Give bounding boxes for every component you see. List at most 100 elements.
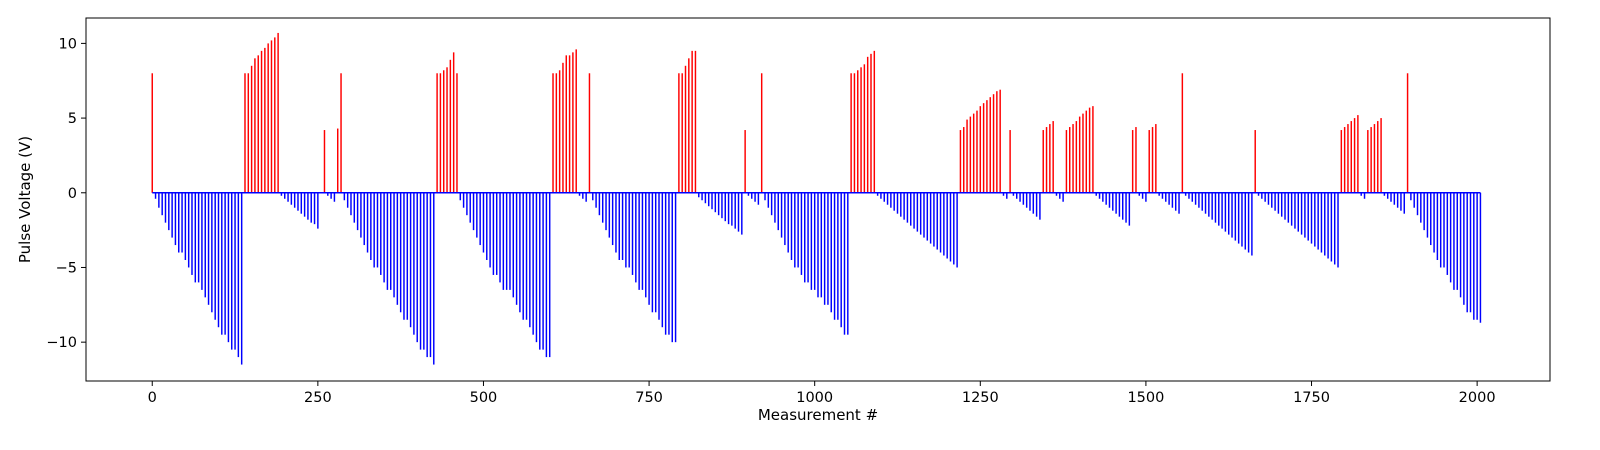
bar-377	[1403, 192, 1405, 214]
bar-324	[1227, 192, 1230, 235]
bar-344	[1294, 192, 1296, 229]
bar-169	[714, 192, 717, 213]
bar-339	[1277, 192, 1280, 214]
bar-144	[631, 192, 634, 275]
bar-203	[827, 192, 829, 305]
bar-134	[598, 192, 601, 216]
plot-area: 0 250 500 750 1000 1250 1500 1750 2000 −10 −5 0 5 10	[46, 17, 1551, 406]
bar-333	[1257, 192, 1260, 196]
bar-305	[1165, 192, 1167, 202]
bar-317	[1204, 192, 1207, 214]
bar-117	[542, 192, 544, 350]
bar-346	[1300, 192, 1303, 235]
bar-145	[635, 192, 637, 283]
bar-180	[751, 192, 753, 199]
bar-337	[1271, 192, 1273, 208]
bar-193	[794, 192, 796, 268]
bar-196	[804, 192, 806, 283]
bar-392	[1453, 192, 1455, 290]
bar-167	[707, 192, 710, 207]
bar-360	[1347, 124, 1349, 193]
bar-387	[1436, 192, 1439, 260]
bar-4	[164, 192, 167, 223]
bar-89	[449, 59, 452, 193]
bar-157	[674, 192, 677, 343]
bar-212	[857, 70, 859, 193]
bar-383	[1423, 192, 1425, 231]
bar-146	[638, 192, 640, 290]
bar-234	[929, 192, 932, 244]
bar-388	[1439, 192, 1442, 268]
bar-135	[601, 192, 604, 223]
bar-253	[992, 94, 995, 193]
bar-141	[621, 192, 624, 260]
y-tick-label-0: −10	[46, 335, 77, 351]
bar-396	[1466, 192, 1468, 313]
bar-104	[499, 192, 501, 283]
bar-357	[1337, 192, 1339, 268]
bar-92	[459, 192, 462, 201]
bar-341	[1284, 192, 1286, 220]
y-axis-label: Pulse Voltage (V)	[16, 136, 34, 263]
bar-8	[178, 192, 180, 253]
bar-38	[277, 32, 279, 193]
bar-349	[1310, 192, 1313, 244]
bar-168	[711, 192, 713, 210]
bar-347	[1304, 192, 1306, 238]
bar-63	[363, 192, 365, 246]
bar-301	[1151, 127, 1154, 193]
bar-271	[1052, 121, 1054, 193]
bar-259	[1012, 192, 1015, 196]
bar-288	[1108, 192, 1111, 208]
bar-155	[668, 192, 670, 335]
bar-325	[1231, 192, 1233, 238]
bar-97	[476, 192, 478, 238]
bar-28	[244, 73, 246, 193]
y-tick-label-3: 5	[68, 111, 77, 127]
bar-365	[1363, 192, 1366, 199]
bar-354	[1327, 192, 1329, 259]
bar-370	[1380, 118, 1382, 193]
bar-285	[1098, 192, 1101, 199]
bar-278	[1075, 121, 1078, 193]
bar-175	[734, 192, 736, 229]
bar-355	[1330, 192, 1333, 262]
bar-1	[154, 192, 157, 199]
bar-250	[982, 103, 985, 193]
bar-201	[820, 192, 823, 298]
bar-143	[628, 192, 630, 268]
bar-67	[376, 192, 379, 268]
bar-166	[704, 192, 707, 204]
bar-20	[217, 192, 220, 328]
x-tick-label-3: 750	[635, 390, 663, 406]
bar-199	[813, 192, 816, 290]
bar-275	[1065, 130, 1068, 193]
bar-390	[1446, 192, 1449, 275]
bar-55	[337, 128, 339, 193]
bar-230	[916, 192, 919, 232]
bar-29	[247, 73, 250, 193]
bar-350	[1314, 192, 1316, 247]
bar-66	[373, 192, 375, 268]
bar-393	[1456, 192, 1458, 290]
bar-147	[641, 192, 644, 290]
x-axis-ticks: 0 250 500 750 1000 1250 1500 1750 2000	[148, 381, 1496, 406]
bar-223	[893, 192, 895, 211]
bar-128	[578, 192, 581, 196]
bar-126	[572, 52, 574, 193]
bar-100	[486, 192, 488, 260]
bar-149	[648, 192, 650, 305]
bar-238	[943, 192, 945, 256]
bar-367	[1370, 127, 1372, 193]
bar-150	[651, 192, 654, 313]
bar-101	[489, 192, 491, 268]
bar-202	[823, 192, 826, 305]
bar-191	[787, 192, 789, 253]
bar-257	[1006, 192, 1008, 199]
bar-165	[701, 192, 703, 201]
bar-300	[1148, 130, 1150, 193]
axes-frame	[85, 17, 1551, 382]
bar-219	[880, 192, 882, 199]
bar-197	[807, 192, 809, 283]
